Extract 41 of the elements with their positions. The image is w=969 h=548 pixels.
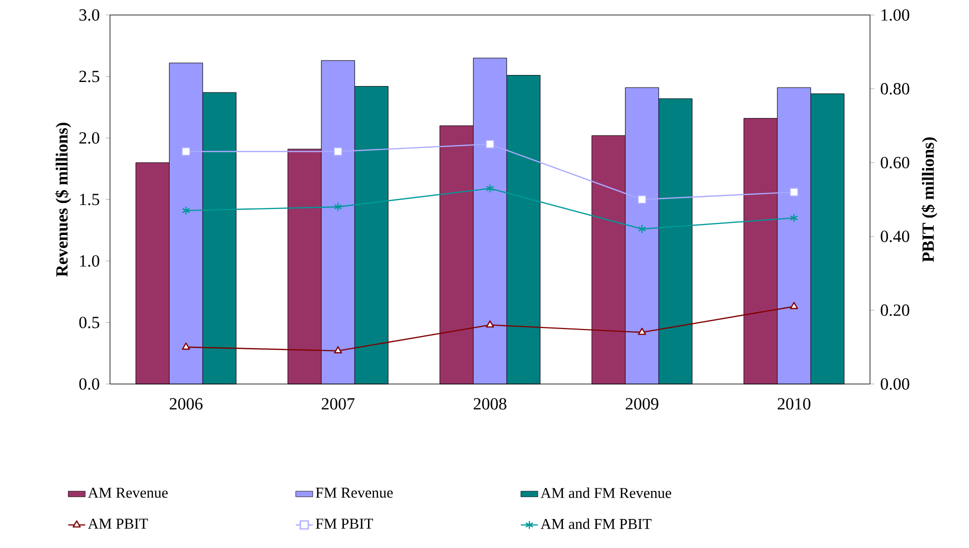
point <box>638 224 646 234</box>
legend-label: FM Revenue <box>316 488 393 498</box>
y2-tick-label: 0.20 <box>880 304 910 316</box>
point <box>637 194 647 204</box>
y-tick-label: 1.5 <box>80 194 100 206</box>
point <box>486 184 494 194</box>
point <box>486 320 494 328</box>
x-tick-label: 2010 <box>778 398 810 410</box>
x-tick-label: 2007 <box>322 398 355 410</box>
x-tick-label: 2006 <box>170 398 202 410</box>
y2-tick-label: 1.00 <box>882 9 910 21</box>
y-tick-label: 2.5 <box>79 70 100 82</box>
point <box>485 140 495 149</box>
point <box>334 202 342 212</box>
y2-tick-label: 0.80 <box>880 83 910 95</box>
x-tick-label: 2008 <box>474 398 506 410</box>
point <box>182 206 190 216</box>
point <box>181 146 191 156</box>
legend-label: AM and FM PBIT <box>540 518 652 529</box>
point <box>790 213 798 223</box>
y-tick-label: 0.5 <box>79 316 100 328</box>
legend-label: AM and FM Revenue <box>540 488 672 498</box>
y-tick-label: 2.0 <box>79 132 100 144</box>
y-tick-label: 3.0 <box>79 9 100 21</box>
point <box>333 146 343 156</box>
y-tick-label: 0.0 <box>79 378 100 390</box>
y2-axis-title: PBIT ($ millions) <box>921 137 938 262</box>
y2-tick-label: 0.00 <box>880 378 910 390</box>
y-axis-title: Revenues ($ millions) <box>55 122 72 277</box>
point <box>182 342 190 350</box>
legend-label: AM Revenue <box>88 488 168 498</box>
legend-label: AM PBIT <box>88 518 148 529</box>
point <box>638 328 646 335</box>
point <box>790 302 798 310</box>
point <box>789 188 799 197</box>
x-tick-label: 2009 <box>626 398 658 410</box>
y2-tick-label: 0.40 <box>880 230 910 242</box>
point <box>334 346 342 354</box>
y-tick-label: 1.0 <box>80 255 100 267</box>
y2-tick-label: 0.60 <box>880 156 910 168</box>
legend-label: FM PBIT <box>316 518 374 529</box>
